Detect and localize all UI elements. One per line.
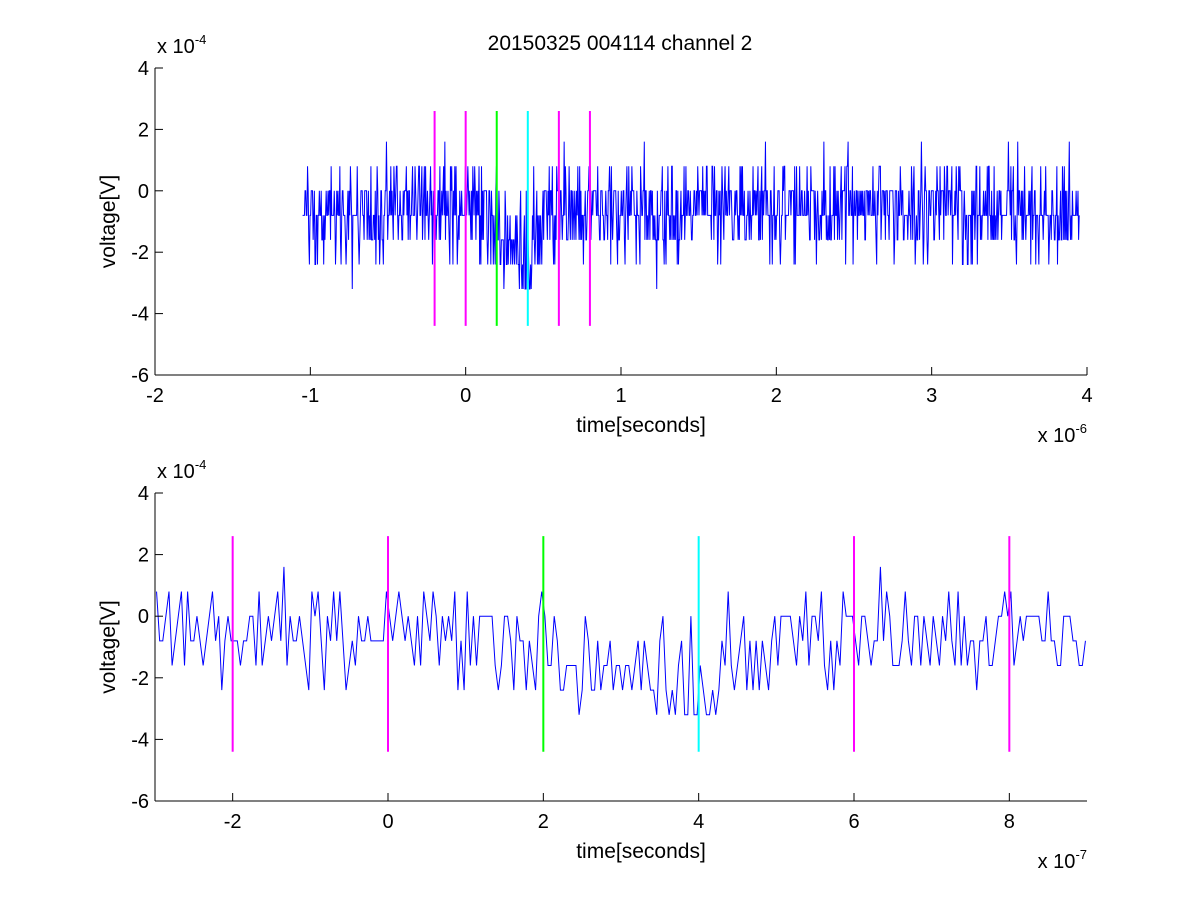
y-axis-label: voltage[V] (97, 175, 120, 268)
x-axis-label: time[seconds] (576, 840, 706, 863)
y-tick-label: -6 (131, 365, 149, 387)
x-tick-label: -1 (301, 385, 319, 407)
signal-trace-line (302, 141, 1080, 290)
y-tick-label: -2 (131, 668, 149, 690)
x-tick-label: 6 (848, 811, 859, 833)
y-tick-label: 2 (138, 119, 149, 141)
x-tick-label: 1 (615, 385, 626, 407)
y-tick-label: 0 (138, 181, 149, 203)
y-tick-label: -6 (131, 791, 149, 813)
y-tick-label: -4 (131, 729, 149, 751)
x-tick-label: -2 (224, 811, 242, 833)
x-tick-label: 4 (1081, 385, 1092, 407)
x-tick-label: 2 (771, 385, 782, 407)
y-axis-label: voltage[V] (97, 600, 120, 693)
x-tick-label: -2 (146, 385, 164, 407)
x-axis-label: time[seconds] (576, 414, 706, 437)
y-multiplier-label: x 10-4 (157, 457, 206, 483)
x-tick-label: 3 (926, 385, 937, 407)
y-tick-label: 4 (138, 58, 149, 80)
x-multiplier-label: x 10-6 (1038, 421, 1087, 447)
y-tick-label: -4 (131, 304, 149, 326)
bottom-panel: -2 0 2 4 6 8 -6 -4 -2 0 2 4 x 10-4 x 10-7 time[seconds… (97, 457, 1087, 873)
y-tick-label: -2 (131, 242, 149, 264)
x-multiplier-label: x 10-7 (1038, 847, 1087, 873)
y-tick-label: 2 (138, 545, 149, 567)
top-panel: -2 -1 0 1 2 3 4 -6 -4 -2 0 2 4 x 10-4 x 10-6 time[secon… (97, 32, 1093, 447)
x-tick-label: 2 (538, 811, 549, 833)
y-tick-label: 0 (138, 606, 149, 628)
x-tick-label: 0 (460, 385, 471, 407)
chart-title: 20150325 004114 channel 2 (488, 32, 753, 55)
y-multiplier-label: x 10-4 (157, 32, 206, 58)
x-tick-label: 8 (1004, 811, 1015, 833)
y-tick-label: 4 (138, 483, 149, 505)
x-tick-label: 0 (382, 811, 393, 833)
signal-trace-line (156, 566, 1086, 716)
x-tick-label: 4 (693, 811, 704, 833)
